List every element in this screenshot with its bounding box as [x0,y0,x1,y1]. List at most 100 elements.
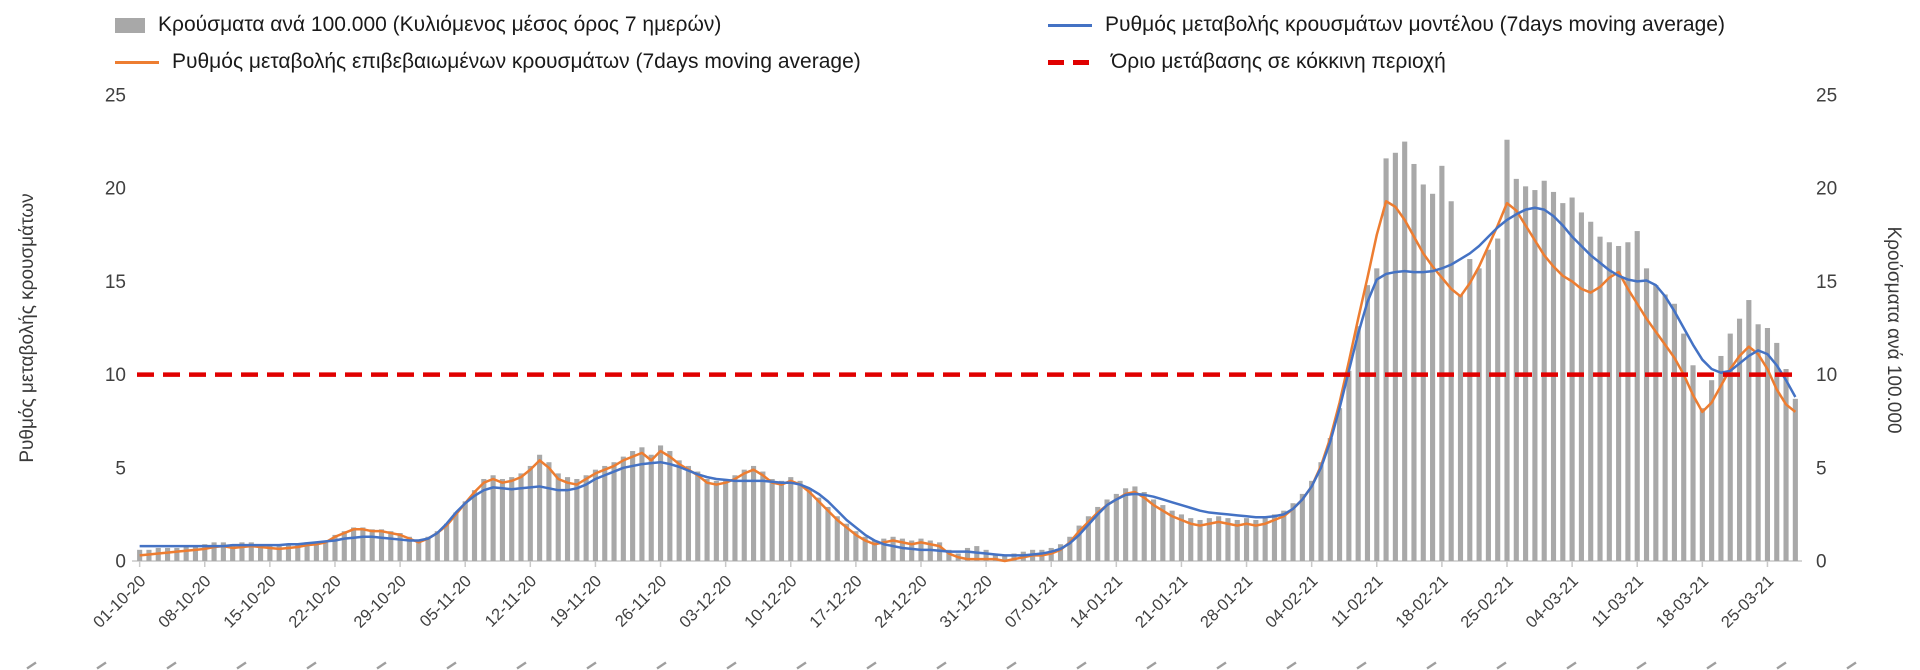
bar [388,531,394,561]
cropped-mark [1076,661,1087,670]
bar [1457,294,1464,561]
bar [1057,544,1064,561]
bar [248,542,254,561]
bar [323,540,329,561]
y-tick-label-right: 20 [1816,179,1837,200]
bar [509,477,515,561]
cropped-mark [1636,661,1647,670]
bar [174,547,180,561]
bar [1643,268,1650,561]
legend-column-left: Κρούσματα ανά 100.000 (Κυλιόμενος μέσος … [115,12,861,75]
bar [1085,516,1091,561]
bar [220,542,226,561]
cropped-mark [376,661,387,670]
bar [1541,180,1547,562]
y-tick-label-right: 25 [1816,86,1837,107]
bar [285,544,292,561]
bar [1634,231,1640,561]
x-tick-label: 04-02-21 [1262,572,1321,631]
bar [1392,152,1398,561]
x-tick-label: 14-01-21 [1067,572,1126,631]
bar [1346,370,1352,561]
bar [165,547,171,561]
bar [648,454,654,561]
x-axis-ticks: 01-10-20 08-10-20 15-10-20 22-10-20 29-10-20… [90,561,1777,632]
bar [1309,480,1315,561]
bar [425,536,431,561]
cropped-mark [306,661,317,670]
bar [369,529,375,561]
y-tick-label-right: 0 [1816,552,1827,573]
x-tick-label: 24-12-20 [871,572,930,631]
bar [183,546,189,561]
y-tick-label-left: 25 [105,86,126,107]
bar [1616,245,1622,562]
x-tick-label: 29-10-20 [350,572,409,631]
x-tick-label: 11-03-21 [1588,572,1647,631]
bar [1383,158,1389,561]
x-tick-label: 15-10-20 [220,572,279,631]
x-tick-label: 28-01-21 [1197,572,1256,631]
bar [909,540,915,561]
bar [741,469,747,561]
bar [1132,486,1138,561]
bars-series [137,139,1798,562]
bar [1197,519,1203,561]
bar [797,480,803,561]
cropped-mark [1706,661,1717,670]
x-tick-label: 31-12-20 [936,572,995,631]
cropped-mark [236,661,247,670]
bar [490,475,496,561]
cropped-mark [1846,661,1857,670]
cropped-mark [796,661,807,670]
x-tick-label: 12-11-20 [482,572,541,631]
bar [1327,437,1333,561]
x-tick-label: 19-11-20 [547,572,606,631]
confirmed-rate-line [139,200,1797,563]
bar [1709,380,1715,561]
bar [1699,408,1705,561]
bar [1504,139,1510,562]
bar [713,480,719,561]
bar [202,544,208,561]
bar [769,478,775,561]
bar [351,527,357,561]
bar [1253,519,1259,561]
bar [1560,203,1566,562]
x-tick-label: 11-02-21 [1328,572,1387,631]
bar [1234,519,1240,561]
cropped-mark [26,661,37,670]
bar [1625,242,1631,561]
bar [1448,201,1454,561]
x-tick-label: 08-10-20 [155,572,214,631]
bar [685,465,692,561]
bar [825,506,831,561]
cropped-mark [1216,661,1227,670]
legend-item-cases-bars: Κρούσματα ανά 100.000 (Κυλιόμενος μέσος … [115,12,861,38]
y-tick-label-right: 5 [1816,458,1827,479]
bar [1095,506,1101,561]
cropped-mark [1496,661,1507,670]
bar [1662,294,1668,561]
cropped-mark [516,661,527,670]
bar [1681,333,1687,561]
bar [1150,499,1157,561]
bar [1113,493,1119,561]
bar [871,540,878,561]
bar [1169,510,1175,561]
bar [1783,369,1789,561]
bar [834,516,840,561]
bar [1532,190,1538,561]
bar [406,536,412,561]
x-tick-label: 04-03-21 [1522,572,1581,631]
bar [1281,510,1287,561]
legend-item-confirmed-rate: Ρυθμός μεταβολής επιβεβαιωμένων κρουσμάτ… [115,49,861,75]
bar [844,523,850,561]
cropped-mark [1566,661,1577,670]
bar [760,471,766,561]
bar [1178,514,1184,561]
x-tick-label: 18-02-21 [1392,572,1451,631]
bar [1364,285,1371,561]
bar [304,542,310,561]
